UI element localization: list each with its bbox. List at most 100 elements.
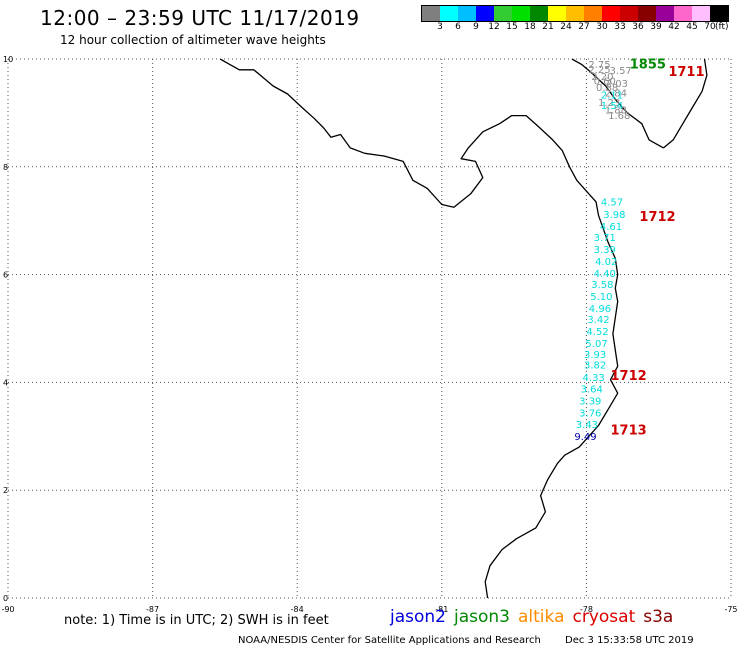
lon-tick-label: -81 <box>435 605 448 614</box>
color-swatch <box>548 6 566 21</box>
color-scale-label: 9 <box>473 22 479 32</box>
color-scale-label: 39 <box>650 22 662 32</box>
color-scale-label: 42 <box>668 22 680 32</box>
wave-height-value: 1.23 <box>598 98 620 109</box>
lat-tick-label: 4 <box>3 378 8 387</box>
color-scale-label: 3 <box>437 22 443 32</box>
wave-height-value: 4.96 <box>589 304 611 315</box>
color-swatch <box>494 6 512 21</box>
color-swatch <box>602 6 620 21</box>
wave-height-value: 4.57 <box>601 198 623 209</box>
satellite-legend: jason2 jason3 altika cryosat s3a <box>390 607 681 627</box>
lon-tick-label: -78 <box>580 605 593 614</box>
color-swatch <box>656 6 674 21</box>
credit-text: NOAA/NESDIS Center for Satellite Applica… <box>238 635 541 646</box>
color-swatch <box>620 6 638 21</box>
color-swatch <box>566 6 584 21</box>
color-swatch <box>638 6 656 21</box>
wave-height-value: 2.84 <box>605 89 627 100</box>
wave-height-value: 0.60 <box>594 76 616 87</box>
lat-tick-label: 8 <box>3 163 8 172</box>
color-scale-label: 45 <box>686 22 698 32</box>
legend-jason2: jason2 <box>390 607 446 627</box>
color-scale-label: 70 <box>704 22 716 32</box>
color-scale-bar <box>421 5 729 22</box>
map-tick-labels: -90 -87 -84 -81 -78 -75 10 8 6 4 2 0 <box>1 55 737 614</box>
wave-height-value: 3.64 <box>581 385 603 396</box>
wave-height-value: 4.61 <box>600 222 622 233</box>
page-title: 12:00 – 23:59 UTC 11/17/2019 <box>40 6 360 30</box>
wave-height-value: 3.98 <box>603 210 625 221</box>
wave-height-value: 3.42 <box>587 315 609 326</box>
color-scale-label: 15 <box>506 22 518 32</box>
legend-altika: altika <box>518 607 565 627</box>
color-swatch <box>584 6 602 21</box>
pass-time-label: 1855 <box>630 58 666 73</box>
color-swatch <box>692 6 710 21</box>
lon-tick-label: -75 <box>724 605 737 614</box>
color-scale-label: 30 <box>596 22 608 32</box>
color-swatch <box>674 6 692 21</box>
wave-height-value: 1.68 <box>608 111 630 122</box>
wave-height-value: 2.03 <box>606 79 628 90</box>
color-swatch <box>512 6 530 21</box>
pass-time-label: 1712 <box>639 210 675 225</box>
wave-height-value: 9.49 <box>574 432 596 443</box>
wave-height-value: 1.88 <box>605 105 627 116</box>
lon-tick-label: -87 <box>146 605 159 614</box>
color-swatch <box>530 6 548 21</box>
color-scale-label: 33 <box>614 22 626 32</box>
wave-height-value: 3.39 <box>594 245 616 256</box>
lon-tick-label: -90 <box>1 605 14 614</box>
coastline-segment <box>219 58 619 599</box>
color-swatch <box>710 6 728 21</box>
color-scale-label: 18 <box>524 22 536 32</box>
coastline <box>219 58 708 599</box>
pass-time-label: 1711 <box>668 65 704 80</box>
pass-time-label: 1712 <box>611 369 647 384</box>
wave-height-value: 4.40 <box>594 269 616 280</box>
coastline-segment <box>571 58 664 149</box>
map-grid <box>7 58 732 599</box>
wave-height-value: 0.88 <box>596 83 618 94</box>
color-swatch <box>440 6 458 21</box>
wave-height-value: 4.52 <box>586 327 608 338</box>
wave-height-value: 5.10 <box>590 292 612 303</box>
color-swatch <box>476 6 494 21</box>
wave-height-value: 3.71 <box>594 233 616 244</box>
wave-height-value: 2.75 <box>588 60 610 71</box>
lat-tick-label: 10 <box>3 55 13 64</box>
color-scale-label: 6 <box>455 22 461 32</box>
generation-timestamp: Dec 3 15:33:58 UTC 2019 <box>565 635 694 646</box>
wave-height-value: 5.07 <box>585 339 607 350</box>
legend-cryosat: cryosat <box>572 607 636 627</box>
page-subtitle: 12 hour collection of altimeter wave hei… <box>60 33 326 47</box>
color-scale-label: 24 <box>560 22 572 32</box>
lon-tick-label: -84 <box>291 605 304 614</box>
legend-s3a: s3a <box>643 607 674 627</box>
wave-height-value: 2.25 <box>588 65 610 76</box>
color-scale-label: 36 <box>632 22 644 32</box>
lat-tick-label: 2 <box>3 486 8 495</box>
wave-height-value: 1.54 <box>601 101 623 112</box>
wave-height-value: 3.82 <box>584 360 606 371</box>
wave-height-value: 4.33 <box>583 373 605 384</box>
pass-time-label: 1713 <box>611 424 647 439</box>
legend-jason3: jason3 <box>454 607 510 627</box>
wave-height-value: 2.20 <box>591 72 613 83</box>
footnote: note: 1) Time is in UTC; 2) SWH is in fe… <box>64 613 329 628</box>
color-scale-label: 27 <box>578 22 590 32</box>
credit-line: NOAA/NESDIS Center for Satellite Applica… <box>238 635 694 646</box>
color-scale-label: 21 <box>542 22 554 32</box>
coastline-segment <box>663 58 708 149</box>
wave-height-value: 3.39 <box>579 396 601 407</box>
color-scale-label: 12 <box>488 22 500 32</box>
wave-height-value: 3.43 <box>576 420 598 431</box>
color-swatch <box>458 6 476 21</box>
wave-height-value: 2.11 <box>601 90 623 101</box>
wave-height-value: 3.76 <box>579 408 601 419</box>
wave-height-value: 4.02 <box>595 257 617 268</box>
wave-height-value: 3.58 <box>591 280 613 291</box>
wave-height-labels: 2.752.253.572.200.602.030.882.841.231.88… <box>574 58 704 443</box>
